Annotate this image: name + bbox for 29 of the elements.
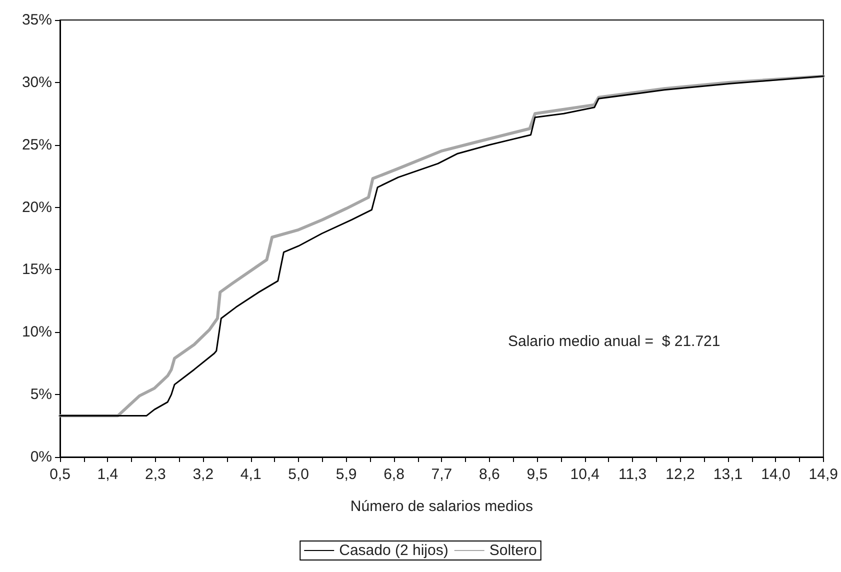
- x-tick-label: 13,1: [713, 466, 743, 483]
- annotation: Salario medio anual = $ 21.721: [508, 333, 720, 350]
- x-tick-label: 4,1: [240, 466, 262, 483]
- x-tick-label: 14,0: [761, 466, 790, 483]
- x-tick-label: 3,2: [192, 466, 214, 483]
- x-tick-label: 10,4: [570, 466, 600, 483]
- x-tick-label: 6,8: [384, 466, 404, 483]
- x-tick-label: 2,3: [144, 466, 166, 483]
- y-tick-label: 15%: [22, 261, 52, 278]
- x-tick-label: 8,6: [478, 466, 500, 483]
- x-tick-label: 7,7: [431, 466, 452, 483]
- x-tick-label: 9,5: [526, 466, 548, 483]
- y-tick-label: 35%: [22, 12, 52, 28]
- x-tick-label: 1,4: [97, 466, 118, 483]
- y-tick-label: 20%: [22, 198, 52, 216]
- y-tick-label: 0%: [30, 448, 52, 466]
- y-tick-label: 10%: [22, 324, 52, 341]
- x-tick-label: 12,2: [666, 466, 695, 483]
- x-tick-label: 0,5: [50, 466, 70, 483]
- x-tick-label: 11,3: [618, 466, 647, 483]
- x-tick-label: 14,9: [808, 466, 838, 483]
- y-tick-label: 25%: [22, 136, 52, 154]
- legend-label: Casado (2 hijos): [339, 542, 448, 559]
- x-axis-title: Número de salarios medios: [350, 498, 533, 515]
- legend-label: Soltero: [489, 542, 537, 559]
- y-tick-label: 30%: [22, 74, 52, 91]
- x-tick-label: 5,0: [288, 466, 309, 483]
- x-tick-label: 5,9: [336, 466, 357, 483]
- y-tick-label: 5%: [30, 386, 52, 404]
